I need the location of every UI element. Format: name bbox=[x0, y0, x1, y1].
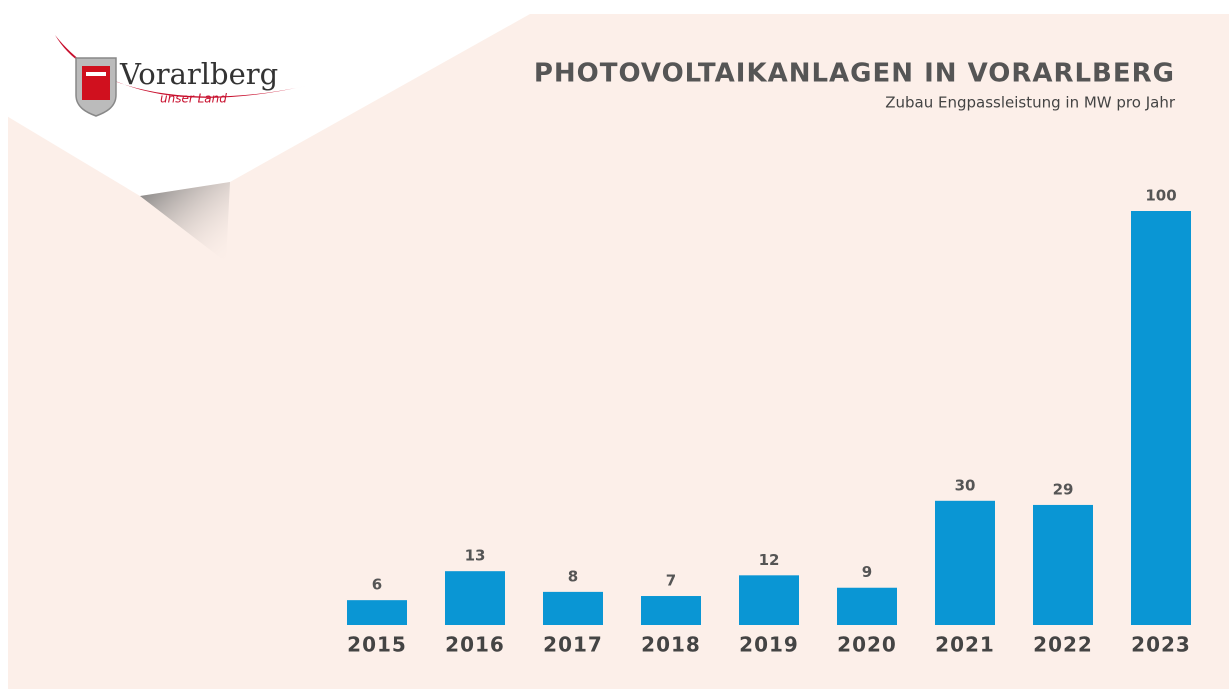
logo-name: Vorarlberg bbox=[119, 57, 278, 91]
value-label: 12 bbox=[759, 551, 780, 569]
x-tick-label: 2019 bbox=[739, 633, 799, 657]
x-tick-label: 2021 bbox=[935, 633, 995, 657]
value-label: 30 bbox=[955, 476, 976, 494]
logo-tagline: unser Land bbox=[160, 92, 227, 106]
bar bbox=[543, 591, 603, 625]
bar bbox=[935, 500, 995, 625]
bar bbox=[739, 575, 799, 625]
x-tick-label: 2020 bbox=[837, 633, 897, 657]
chart-title: PHOTOVOLTAIKANLAGEN IN VORARLBERG bbox=[534, 59, 1175, 89]
shadow bbox=[140, 182, 230, 262]
bar bbox=[641, 596, 701, 625]
value-label: 7 bbox=[666, 572, 676, 590]
logo-emblem bbox=[82, 66, 110, 100]
x-tick-label: 2016 bbox=[445, 633, 505, 657]
value-label: 100 bbox=[1145, 187, 1176, 205]
bar bbox=[347, 600, 407, 625]
x-tick-label: 2022 bbox=[1033, 633, 1093, 657]
bar bbox=[837, 587, 897, 625]
logo-emblem-detail bbox=[86, 72, 106, 76]
bar bbox=[1131, 211, 1191, 625]
value-label: 6 bbox=[372, 576, 382, 594]
white-panel bbox=[0, 0, 530, 196]
bar bbox=[1033, 504, 1093, 625]
bar bbox=[445, 571, 505, 625]
x-tick-label: 2015 bbox=[347, 633, 407, 657]
x-tick-label: 2017 bbox=[543, 633, 603, 657]
value-label: 13 bbox=[465, 547, 486, 565]
chart-subtitle: Zubau Engpassleistung in MW pro Jahr bbox=[885, 94, 1176, 112]
x-tick-label: 2018 bbox=[641, 633, 701, 657]
value-label: 9 bbox=[862, 563, 872, 581]
x-tick-label: 2023 bbox=[1131, 633, 1191, 657]
value-label: 29 bbox=[1053, 480, 1074, 498]
value-label: 8 bbox=[568, 567, 578, 585]
